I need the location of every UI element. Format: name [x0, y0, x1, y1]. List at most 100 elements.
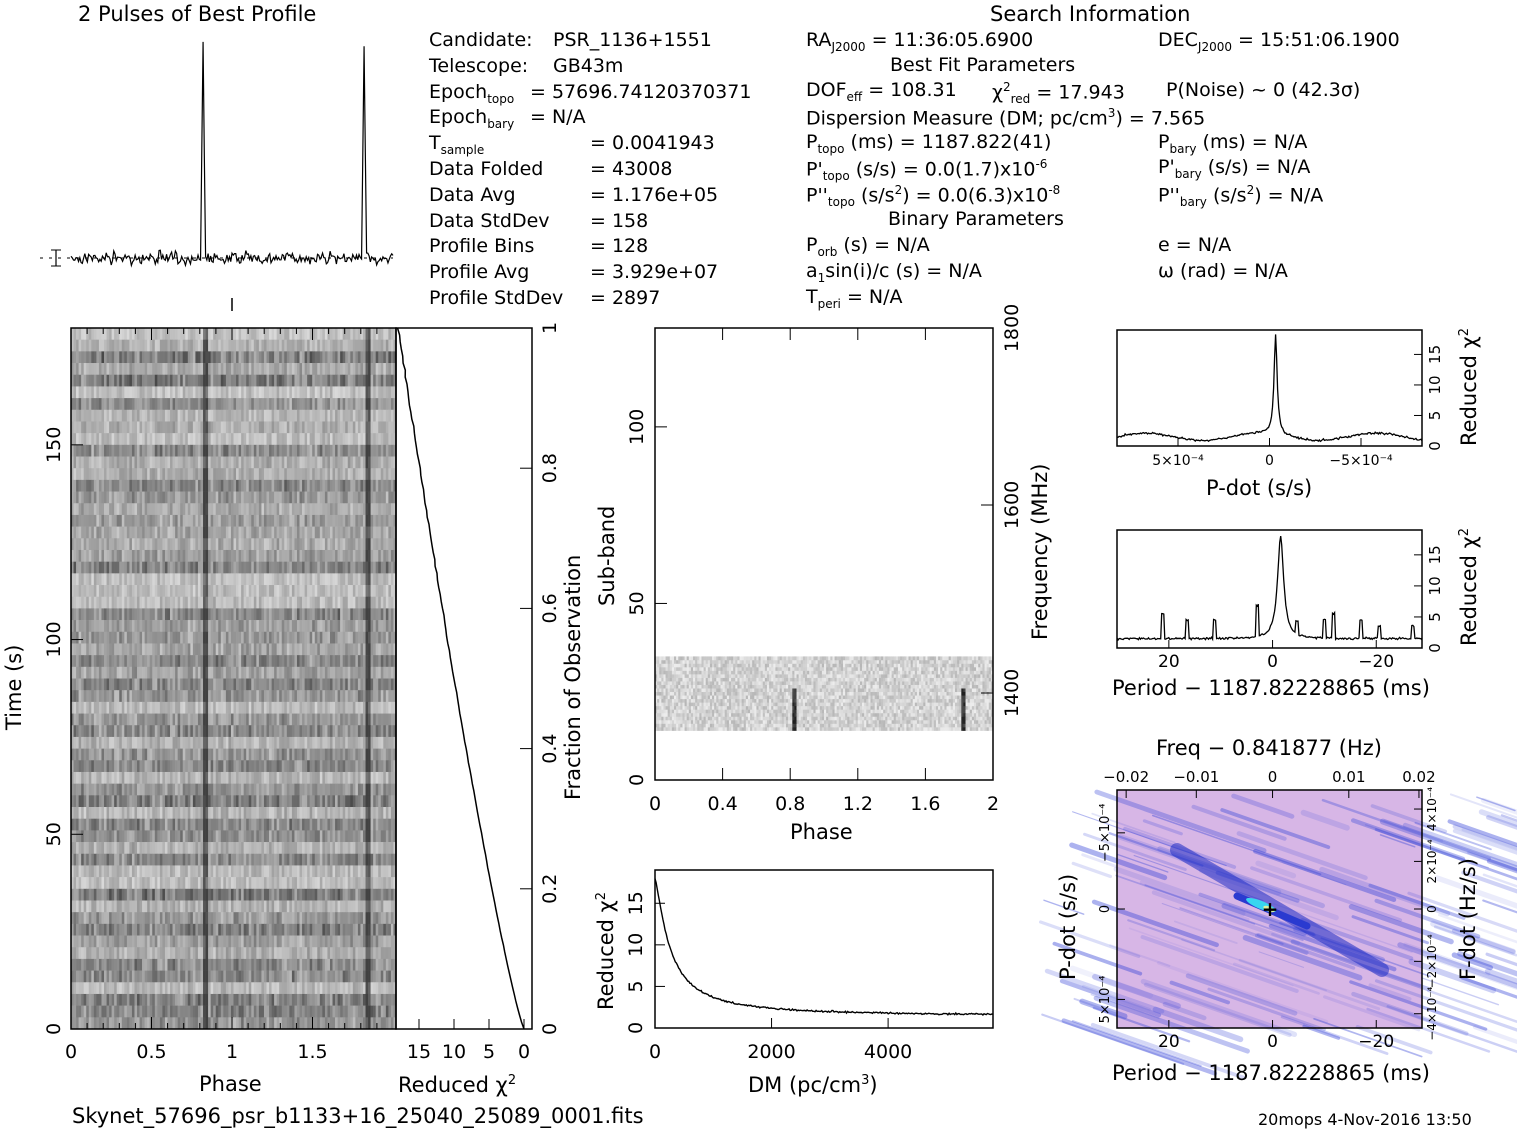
tvp-cell: [309, 526, 313, 539]
tvp-cell: [258, 456, 262, 469]
tvp-cell: [86, 736, 90, 749]
tvp-cell: [83, 725, 87, 738]
tvp-cell: [71, 456, 74, 469]
tvp-cell: [152, 363, 156, 376]
tvp-cell: [200, 421, 204, 434]
tvp-cell: [276, 479, 280, 492]
tvp-cell: [106, 386, 110, 399]
tvp-cell: [312, 608, 316, 621]
tvp-cell: [355, 433, 359, 446]
tvp-cell: [78, 491, 82, 504]
tvp-cell: [378, 538, 382, 551]
tvp-cell: [142, 725, 145, 738]
tvp-cell: [96, 771, 100, 784]
tvp-cell: [319, 491, 323, 504]
tvp-cell: [195, 748, 199, 761]
tvp-cell: [134, 701, 138, 714]
tvp-cell: [185, 386, 189, 399]
tvp-cell: [383, 491, 387, 504]
tvp-cell: [167, 503, 171, 516]
tvp-cell: [124, 549, 128, 562]
tvp-cell: [114, 409, 117, 422]
tvp-cell: [164, 608, 168, 621]
tvp-cell: [368, 363, 371, 376]
tvp-cell: [286, 491, 290, 504]
tvp-cell: [185, 690, 189, 703]
tvp-cell: [200, 328, 204, 340]
tvp-cell: [380, 444, 384, 457]
tvp-cell: [106, 328, 110, 340]
tvp-cell: [317, 444, 321, 457]
tvp-cell: [380, 468, 384, 481]
tvp-cell: [383, 643, 387, 656]
tvp-cell: [357, 339, 361, 352]
tvp-cell: [114, 678, 117, 691]
tvp-cell: [294, 491, 298, 504]
tvp-cell: [284, 643, 288, 656]
tvp-cell: [357, 760, 361, 773]
tvp-cell: [76, 503, 79, 516]
tvp-cell: [329, 514, 333, 527]
tvp-cell: [190, 468, 194, 481]
tvp-cell: [327, 690, 331, 703]
tvp-cell: [78, 701, 82, 714]
pddtopo-field: P''topo (s/s2) = 0.0(6.3)x10-8: [806, 183, 1061, 210]
tvp-cell: [180, 655, 184, 668]
tvp-cell: [375, 538, 379, 551]
tvp-cell: [281, 620, 285, 633]
tvp-cell: [177, 713, 181, 726]
tvp-cell: [258, 444, 262, 457]
tvp-cell: [81, 549, 84, 562]
tvp-cell: [215, 608, 219, 621]
tvp-cell: [276, 433, 280, 446]
tvp-cell: [98, 479, 102, 492]
tvp-cell: [350, 409, 354, 422]
tvp-cell: [248, 690, 252, 703]
tvp-cell: [263, 760, 267, 773]
tvp-cell: [195, 433, 199, 446]
tvp-cell: [266, 596, 270, 609]
tvp-cell: [134, 678, 138, 691]
tvp-cell: [388, 328, 392, 340]
tvp-cell: [154, 736, 158, 749]
tvp-cell: [213, 620, 217, 633]
tvp-cell: [129, 374, 133, 387]
tvp-cell: [309, 351, 313, 364]
tvp-cell: [238, 363, 242, 376]
tvp-cell: [335, 748, 338, 761]
tvp-cell: [200, 585, 204, 598]
tvp-cell: [312, 573, 316, 586]
tvp-cell: [106, 456, 110, 469]
tvp-cell: [149, 666, 153, 679]
tvp-cell: [271, 479, 275, 492]
tvp-cell: [124, 526, 128, 539]
tvp-cell: [368, 503, 371, 516]
tvp-cell: [195, 561, 199, 574]
tvp-cell: [144, 549, 148, 562]
tvp-cell: [200, 666, 204, 679]
tvp-cell: [185, 736, 189, 749]
tvp-cell: [159, 725, 163, 738]
tvp-cell: [223, 713, 227, 726]
tvp-cell: [337, 514, 341, 527]
tvp-cell: [243, 643, 247, 656]
tvp-cell: [195, 479, 199, 492]
tvp-cell: [342, 573, 346, 586]
tvp-cell: [164, 374, 168, 387]
tvp-cell: [253, 771, 257, 784]
tvp-cell: [175, 456, 178, 469]
tvp-cell: [175, 701, 178, 714]
tvp-cell: [182, 398, 186, 411]
tvp-cell: [236, 573, 239, 586]
tvp-cell: [104, 421, 107, 434]
tvp-cell: [104, 444, 107, 457]
tvp-cell: [119, 409, 123, 422]
tvp-cell: [238, 713, 242, 726]
tvp-cell: [319, 456, 323, 469]
tvp-cell: [218, 561, 222, 574]
tvp-cell: [119, 514, 123, 527]
tvp-cell: [365, 398, 369, 411]
tvp-cell: [332, 526, 336, 539]
tvp-cell: [162, 643, 166, 656]
tvp-cell: [230, 468, 234, 481]
